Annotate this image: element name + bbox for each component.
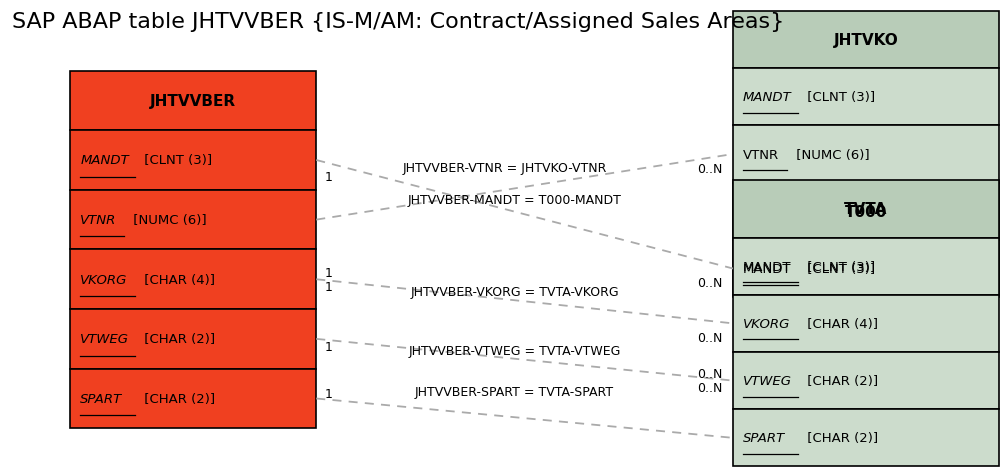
Bar [732,238,998,295]
Text: [CLNT (3)]: [CLNT (3)] [802,262,874,276]
Text: [CLNT (3)]: [CLNT (3)] [140,154,212,167]
Bar [732,409,998,466]
Text: 1: 1 [324,340,332,353]
Bar [732,181,998,238]
Text: 0..N: 0..N [697,381,722,395]
Bar [70,190,316,250]
Text: [CHAR (2)]: [CHAR (2)] [802,374,877,387]
Bar [732,352,998,409]
Text: 1: 1 [324,266,332,279]
Text: TVTA: TVTA [844,202,887,217]
Text: JHTVVBER-VTNR = JHTVKO-VTNR: JHTVVBER-VTNR = JHTVKO-VTNR [402,162,606,175]
Text: [NUMC (6)]: [NUMC (6)] [129,214,207,227]
Bar [70,369,316,428]
Text: MANDT: MANDT [742,91,791,104]
Text: VTWEG: VTWEG [80,333,129,346]
Text: JHTVVBER: JHTVVBER [150,94,236,109]
Text: VTWEG: VTWEG [742,374,791,387]
Text: [NUMC (6)]: [NUMC (6)] [791,148,869,161]
Text: SPART: SPART [742,431,784,445]
Text: 0..N: 0..N [697,277,722,290]
Text: JHTVVBER-VTWEG = TVTA-VTWEG: JHTVVBER-VTWEG = TVTA-VTWEG [408,344,620,357]
Text: VKORG: VKORG [742,317,789,330]
Bar [732,240,998,298]
Text: [CHAR (2)]: [CHAR (2)] [140,392,215,405]
Text: [CHAR (2)]: [CHAR (2)] [802,431,877,445]
Bar [70,250,316,309]
Text: [CHAR (4)]: [CHAR (4)] [140,273,215,286]
Bar [70,309,316,369]
Text: VKORG: VKORG [80,273,127,286]
Text: 0..N: 0..N [697,331,722,345]
Text: 0..N: 0..N [697,162,722,176]
Text: [CLNT (3)]: [CLNT (3)] [802,91,874,104]
Bar [732,295,998,352]
Bar [70,71,316,131]
Bar [732,126,998,183]
Text: 0..N: 0..N [697,367,722,380]
Text: JHTVVBER-VKORG = TVTA-VKORG: JHTVVBER-VKORG = TVTA-VKORG [410,286,618,298]
Bar [732,183,998,240]
Text: MANDT: MANDT [742,262,790,276]
Text: VTNR: VTNR [80,214,116,227]
Text: MANDT: MANDT [742,260,790,273]
Text: VTNR: VTNR [742,148,778,161]
Bar [732,69,998,126]
Text: T000: T000 [844,204,887,219]
Bar [70,131,316,190]
Text: JHTVVBER-MANDT = T000-MANDT: JHTVVBER-MANDT = T000-MANDT [407,194,621,207]
Text: [CHAR (4)]: [CHAR (4)] [802,317,877,330]
Text: 1: 1 [324,171,332,184]
Text: MANDT: MANDT [80,154,129,167]
Text: SPART: SPART [80,392,122,405]
Bar [732,12,998,69]
Text: 1: 1 [324,387,332,400]
Text: JHTVKO: JHTVKO [832,33,898,48]
Text: 1: 1 [324,280,332,293]
Text: SAP ABAP table JHTVVBER {IS-M/AM: Contract/Assigned Sales Areas}: SAP ABAP table JHTVVBER {IS-M/AM: Contra… [12,12,783,32]
Text: [CHAR (2)]: [CHAR (2)] [140,333,215,346]
Text: [CLNT (3)]: [CLNT (3)] [802,260,874,273]
Text: JHTVVBER-SPART = TVTA-SPART: JHTVVBER-SPART = TVTA-SPART [414,386,614,398]
